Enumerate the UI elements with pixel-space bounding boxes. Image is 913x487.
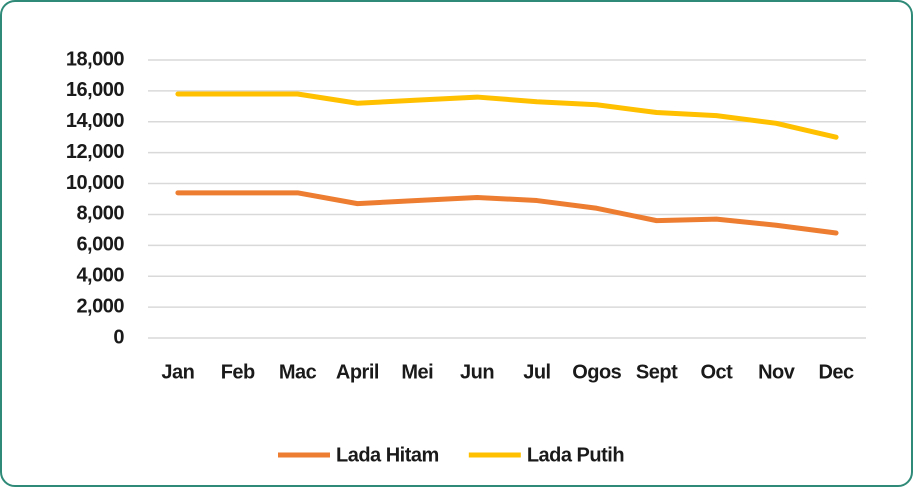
x-tick-label: Nov	[758, 361, 796, 383]
x-tick-label: Ogos	[572, 361, 621, 383]
x-tick-label: Oct	[700, 361, 733, 383]
x-tick-label: Jul	[523, 361, 550, 383]
y-tick-label: 4,000	[76, 265, 124, 287]
legend-label: Lada Hitam	[336, 444, 439, 466]
x-tick-label: Jun	[460, 361, 494, 383]
y-tick-label: 14,000	[66, 110, 125, 132]
y-tick-label: 8,000	[76, 203, 124, 225]
x-tick-label: April	[336, 361, 379, 383]
x-tick-label: Feb	[221, 361, 255, 383]
y-tick-label: 18,000	[66, 48, 125, 70]
legend-label: Lada Putih	[527, 444, 624, 466]
series-line	[175, 91, 839, 140]
y-tick-label: 16,000	[66, 79, 125, 101]
x-tick-label: Jan	[161, 361, 194, 383]
x-tick-label: Sept	[636, 361, 678, 383]
y-tick-label: 12,000	[66, 141, 125, 163]
series-line	[175, 190, 839, 236]
y-tick-label: 0	[113, 326, 124, 348]
y-tick-label: 6,000	[76, 234, 124, 256]
x-tick-label: Dec	[818, 361, 854, 383]
x-tick-label: Mei	[401, 361, 433, 383]
y-tick-label: 2,000	[76, 295, 124, 317]
x-tick-label: Mac	[279, 361, 317, 383]
y-tick-label: 10,000	[66, 172, 125, 194]
